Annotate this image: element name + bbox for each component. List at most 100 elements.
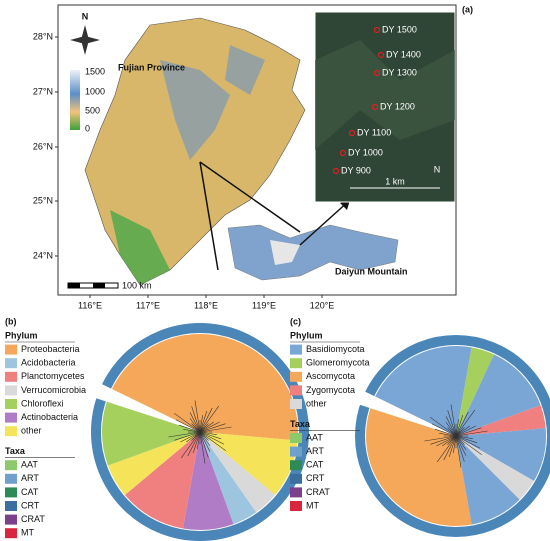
branch: [199, 423, 209, 433]
legend-label: CRAT: [21, 514, 45, 524]
site-label: DY 1500: [382, 24, 417, 34]
branch: [455, 435, 481, 449]
branch: [455, 430, 488, 437]
compass: [70, 25, 100, 55]
legend-label: AAT: [21, 460, 38, 470]
site-label: DY 1300: [382, 67, 417, 77]
branch: [191, 423, 201, 433]
branch: [436, 435, 457, 463]
branch: [199, 431, 211, 446]
legend-swatch: [290, 473, 302, 484]
legend-swatch: [290, 344, 302, 355]
branch: [448, 435, 457, 458]
branch: [173, 412, 201, 433]
branch: [194, 400, 201, 433]
legend-swatch: [5, 399, 17, 409]
lowland: [110, 210, 170, 285]
legend-title: Taxa: [290, 419, 311, 429]
branch: [455, 409, 476, 437]
clade-sector: [200, 432, 276, 513]
legend-swatch: [290, 446, 302, 457]
clade-sector: [182, 432, 234, 530]
branch: [455, 425, 476, 437]
branch: [453, 435, 457, 453]
legend-label: Verrucomicrobia: [21, 385, 86, 395]
branch: [434, 428, 457, 437]
scale-bar: [93, 283, 105, 288]
branch: [199, 410, 208, 433]
legend-label: CRT: [306, 473, 325, 483]
zoom-line: [199, 161, 219, 271]
lat-tick-label: 25°N: [33, 195, 53, 205]
legend-swatch: [5, 344, 17, 355]
province-label: Fujian Province: [118, 62, 185, 72]
branch: [180, 431, 201, 443]
lat-tick-label: 28°N: [33, 31, 53, 41]
branch: [199, 426, 232, 433]
branch: [187, 431, 201, 457]
clade-sector: [107, 432, 200, 495]
branch: [439, 433, 457, 437]
clade-sector: [456, 354, 541, 436]
branch: [199, 431, 209, 441]
legend-label: Acidobacteria: [21, 358, 76, 368]
legend-label: Glomeromycota: [306, 358, 370, 368]
branch: [199, 431, 206, 464]
lon-tick-label: 116°E: [78, 300, 102, 310]
legend-swatch: [5, 412, 17, 423]
panel-label: (a): [462, 4, 473, 14]
legend-label: Chloroflexi: [21, 398, 64, 408]
legend-swatch: [290, 501, 302, 511]
branch: [455, 435, 483, 456]
branch: [455, 425, 470, 437]
site-label: DY 1000: [348, 147, 383, 157]
branch: [199, 431, 227, 452]
lon-tick-label: 117°E: [136, 300, 160, 310]
legend-swatch: [290, 371, 302, 382]
legend-label: Zygomycota: [306, 385, 355, 395]
legend-swatch: [290, 433, 302, 443]
branch: [199, 423, 226, 433]
scale-bar: [68, 283, 80, 288]
legend-title: Phylum: [5, 330, 38, 340]
branch: [189, 412, 201, 433]
branch: [455, 435, 462, 468]
panel-label: (c): [290, 316, 301, 326]
elevation-colorbar: [70, 70, 80, 130]
legend-swatch: [5, 371, 17, 382]
branch: [168, 431, 201, 438]
site-marker: [332, 167, 340, 175]
branch: [455, 427, 482, 437]
branch: [178, 424, 201, 433]
elevation-label: 0: [85, 123, 90, 133]
branch: [447, 435, 457, 445]
site-label: DY 1200: [380, 101, 415, 111]
branch: [445, 416, 457, 437]
branch: [180, 431, 201, 459]
clade-sector: [102, 389, 200, 466]
legend-swatch: [290, 385, 302, 396]
lon-tick-label: 120°E: [310, 300, 335, 310]
legend-label: Proteobacteria: [21, 344, 80, 354]
branch: [186, 431, 201, 443]
inset-north: N: [434, 164, 441, 174]
clade-sector: [200, 432, 257, 525]
highland: [225, 45, 265, 95]
branch: [450, 404, 457, 437]
gap: [93, 382, 200, 432]
peak: [270, 240, 300, 265]
branch: [424, 435, 457, 442]
branch: [442, 435, 457, 447]
branch: [455, 435, 465, 462]
branch: [175, 419, 201, 433]
clade-sector: [456, 347, 495, 436]
branch: [455, 435, 478, 444]
branch: [199, 431, 217, 435]
branch: [447, 410, 457, 437]
site-label: DY 1100: [357, 127, 391, 137]
legend-swatch: [5, 460, 17, 471]
legend-label: CRAT: [306, 487, 330, 497]
highland: [160, 60, 230, 160]
legend-label: CRT: [21, 500, 40, 510]
